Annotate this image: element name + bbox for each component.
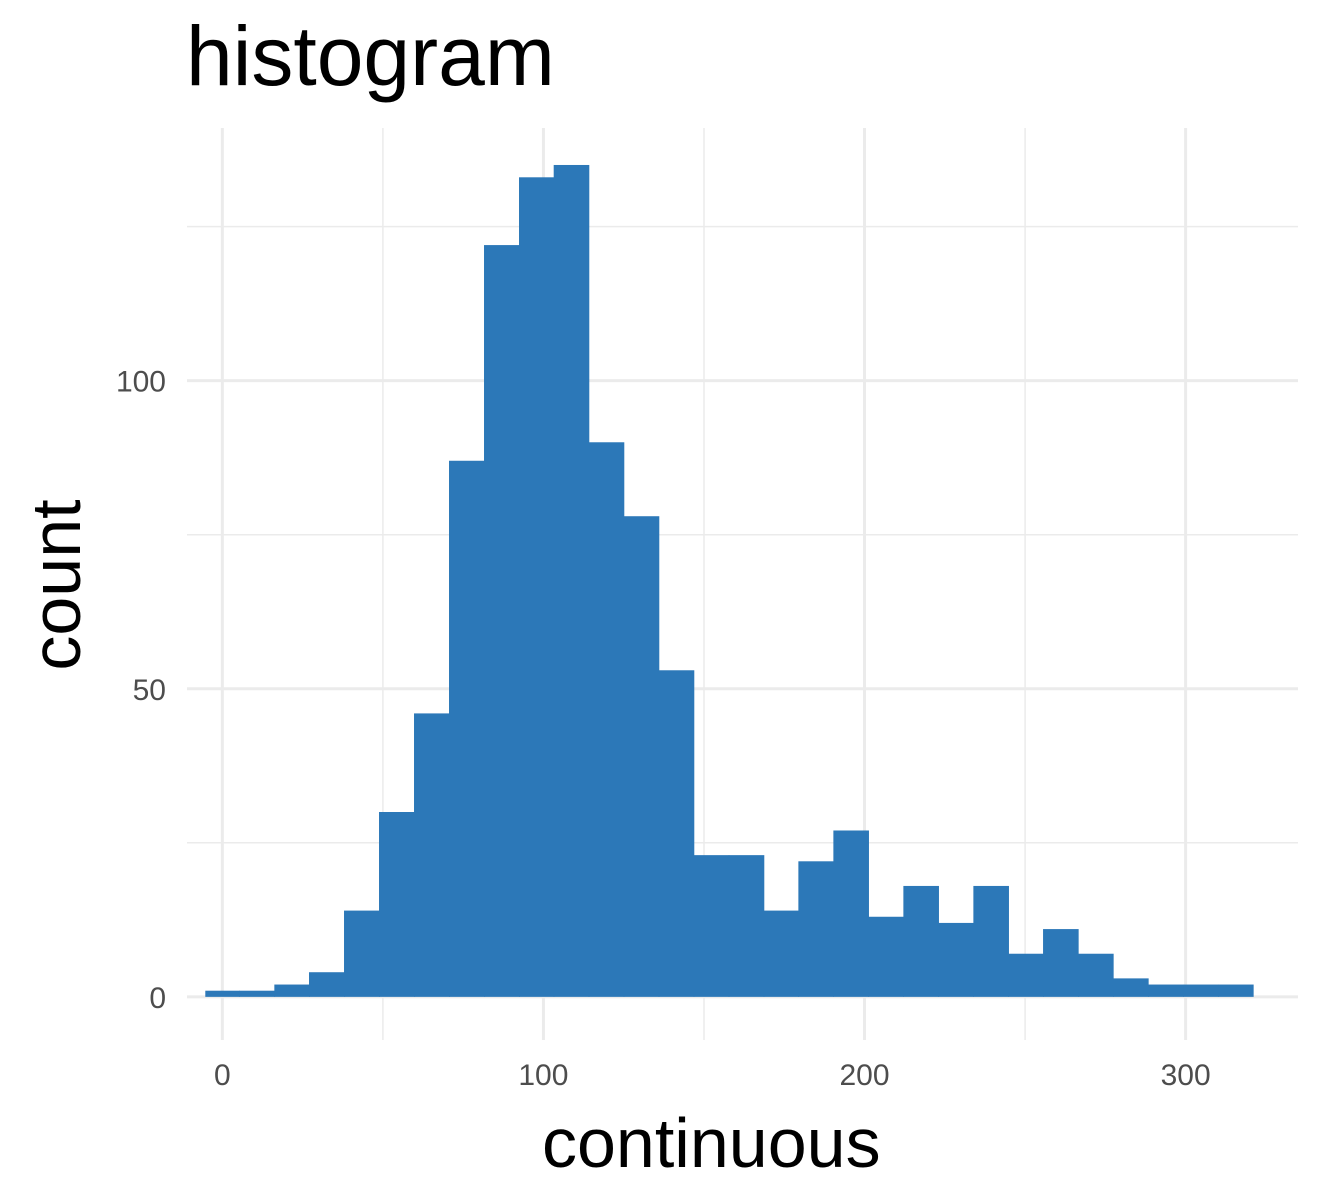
histogram-bar	[1078, 953, 1114, 997]
histogram-bar	[1113, 978, 1149, 997]
y-tick-label: 0	[149, 982, 166, 1015]
x-axis-tick-labels: 0 100 200 300	[214, 1059, 1211, 1092]
histogram-bar	[414, 713, 450, 997]
histogram-bar	[868, 916, 904, 997]
histogram-bar	[623, 516, 660, 997]
histogram-bar	[484, 245, 520, 997]
histogram-bar	[205, 990, 240, 997]
y-tick-label: 100	[116, 366, 166, 399]
histogram-bar	[239, 990, 275, 997]
histogram-bar	[903, 885, 939, 997]
histogram-bar	[1183, 984, 1219, 997]
x-tick-label: 0	[214, 1059, 231, 1092]
x-tick-label: 300	[1161, 1059, 1211, 1092]
histogram-bar	[449, 460, 485, 997]
histogram-bar	[938, 922, 974, 997]
histogram-bars	[205, 164, 1254, 997]
x-axis-title: continuous	[542, 1104, 881, 1182]
chart-title: histogram	[186, 9, 555, 103]
y-axis-tick-labels: 0 50 100	[116, 366, 166, 1015]
histogram-bar	[1043, 929, 1079, 997]
x-tick-label: 200	[839, 1059, 889, 1092]
histogram-bar	[693, 855, 730, 997]
x-tick-label: 100	[518, 1059, 568, 1092]
histogram-bar	[1218, 984, 1254, 997]
histogram-bar	[519, 177, 555, 997]
histogram-bar	[763, 910, 799, 997]
histogram-bar	[344, 910, 380, 997]
histogram-bar	[728, 855, 765, 997]
histogram-bar	[588, 442, 625, 997]
histogram-bar	[973, 885, 1009, 997]
histogram-bar	[379, 812, 415, 997]
histogram-bar	[798, 861, 834, 997]
histogram-bar	[1008, 953, 1044, 997]
histogram-bar	[309, 972, 345, 997]
histogram-bar	[1148, 984, 1184, 997]
histogram-bar	[274, 984, 310, 997]
histogram-bar	[553, 164, 590, 997]
histogram-bar	[833, 830, 869, 997]
histogram-bar	[658, 670, 695, 997]
y-tick-label: 50	[133, 674, 166, 707]
